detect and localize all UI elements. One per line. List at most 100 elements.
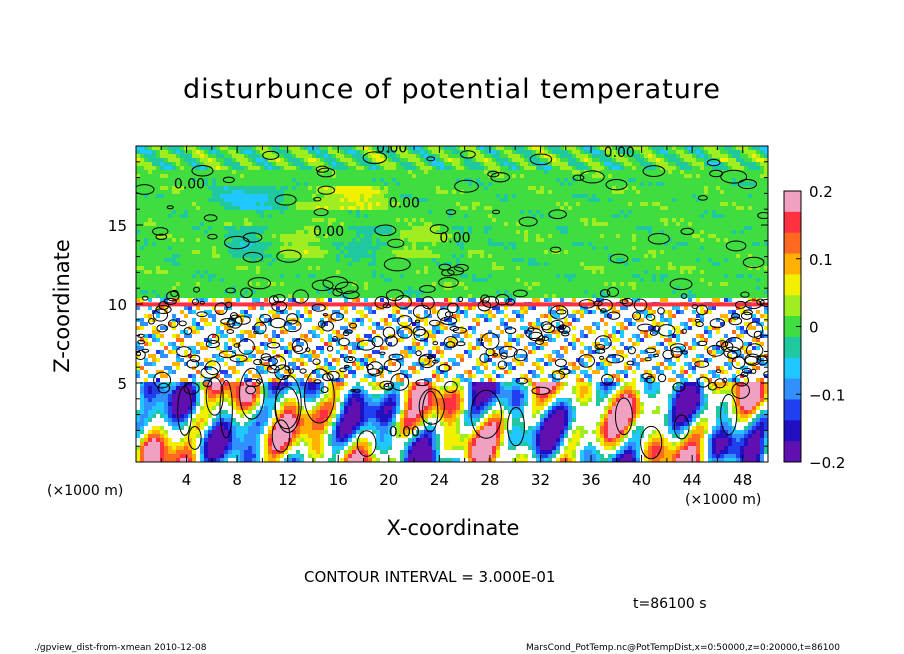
field-cell (236, 154, 241, 159)
field-cell (428, 222, 433, 227)
field-cell (556, 158, 561, 163)
field-cell (236, 218, 241, 223)
field-cell (156, 238, 161, 243)
field-cell (712, 258, 717, 263)
field-cell (416, 242, 421, 247)
field-cell (688, 146, 693, 151)
field-cell (396, 202, 401, 207)
field-cell (240, 218, 245, 223)
field-cell (436, 242, 441, 247)
field-cell (208, 262, 213, 267)
field-cell (324, 182, 329, 187)
field-cell (684, 158, 689, 163)
field-cell (424, 182, 429, 187)
field-cell (588, 266, 593, 271)
field-cell (668, 258, 673, 263)
field-cell (248, 230, 253, 235)
field-cell (504, 218, 509, 223)
field-cell (288, 146, 293, 151)
field-cell (164, 158, 169, 163)
field-cell (136, 210, 141, 215)
field-cell (544, 222, 549, 227)
field-cell (304, 158, 309, 163)
field-cell (552, 262, 557, 267)
field-cell (728, 182, 733, 187)
field-cell (396, 194, 401, 199)
field-cell (288, 218, 293, 223)
field-cell (148, 154, 153, 159)
field-cell (376, 210, 381, 215)
field-cell (332, 190, 337, 195)
field-cell (448, 194, 453, 199)
field-cell (224, 226, 229, 231)
field-cell (468, 174, 473, 179)
field-cell (376, 246, 381, 251)
field-cell (616, 154, 621, 159)
field-cell (644, 182, 649, 187)
field-cell (380, 266, 385, 271)
field-cell (460, 198, 465, 203)
field-cell (192, 202, 197, 207)
field-cell (500, 158, 505, 163)
field-cell (448, 254, 453, 259)
field-cell (336, 194, 341, 199)
field-cell (276, 166, 281, 171)
field-cell (152, 246, 157, 251)
field-cell (620, 214, 625, 219)
field-cell (512, 162, 517, 167)
field-cell (684, 218, 689, 223)
field-cell (548, 226, 553, 231)
field-cell (744, 158, 749, 163)
field-cell (364, 206, 369, 211)
field-cell (340, 234, 345, 239)
field-cell (336, 254, 341, 259)
field-cell (156, 210, 161, 215)
field-cell (396, 174, 401, 179)
field-cell (256, 166, 261, 171)
field-cell (236, 178, 241, 183)
field-cell (268, 162, 273, 167)
field-cell (752, 210, 757, 215)
field-cell (404, 214, 409, 219)
field-cell (384, 158, 389, 163)
field-cell (500, 230, 505, 235)
field-cell (180, 202, 185, 207)
field-cell (260, 262, 265, 267)
field-cell (512, 194, 517, 199)
field-cell (196, 166, 201, 171)
field-cell (608, 242, 613, 247)
field-cell (544, 170, 549, 175)
field-cell (296, 182, 301, 187)
field-cell (388, 162, 393, 167)
field-cell (536, 206, 541, 211)
field-cell (604, 242, 609, 247)
field-cell (384, 246, 389, 251)
field-cell (456, 266, 461, 271)
field-cell (260, 158, 265, 163)
field-cell (580, 226, 585, 231)
field-cell (268, 242, 273, 247)
field-cell (240, 154, 245, 159)
field-cell (244, 254, 249, 259)
field-cell (712, 246, 717, 251)
field-cell (388, 178, 393, 183)
field-cell (632, 198, 637, 203)
field-cell (660, 182, 665, 187)
field-cell (732, 162, 737, 167)
field-cell (564, 226, 569, 231)
field-cell (500, 166, 505, 171)
field-cell (140, 234, 145, 239)
field-cell (532, 222, 537, 227)
field-cell (476, 150, 481, 155)
field-cell (216, 270, 221, 275)
field-cell (648, 262, 653, 267)
field-cell (504, 190, 509, 195)
field-cell (412, 270, 417, 275)
field-cell (292, 218, 297, 223)
field-cell (492, 162, 497, 167)
field-cell (156, 234, 161, 239)
field-cell (184, 154, 189, 159)
field-cell (700, 218, 705, 223)
field-cell (332, 158, 337, 163)
field-cell (340, 162, 345, 167)
